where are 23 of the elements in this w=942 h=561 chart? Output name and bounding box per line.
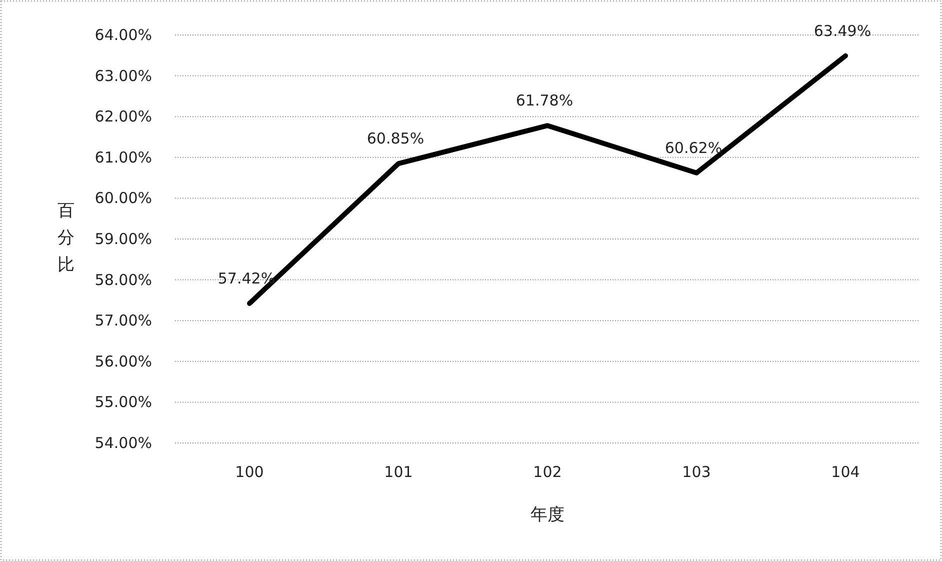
y-tick-label: 62.00% xyxy=(94,108,152,126)
y-tick-label: 56.00% xyxy=(94,352,152,370)
y-tick-label: 63.00% xyxy=(94,66,152,85)
x-tick-label: 104 xyxy=(831,463,860,481)
data-label: 57.42% xyxy=(218,269,276,288)
x-tick-label: 100 xyxy=(235,463,264,481)
y-tick-label: 55.00% xyxy=(94,393,152,412)
y-axis-title: 百分比 xyxy=(58,201,74,275)
x-tick-label: 103 xyxy=(682,463,711,481)
data-label: 60.85% xyxy=(366,130,424,148)
y-tick-label: 64.00% xyxy=(94,26,152,44)
data-label: 60.62% xyxy=(664,138,722,157)
x-tick-label: 102 xyxy=(533,463,562,481)
data-label: 63.49% xyxy=(814,22,872,40)
x-tick-label: 101 xyxy=(384,463,413,481)
y-tick-label: 60.00% xyxy=(94,189,152,208)
data-label: 61.78% xyxy=(516,92,574,110)
y-tick-label: 59.00% xyxy=(94,230,152,248)
y-tick-label: 61.00% xyxy=(94,148,152,166)
y-tick-label: 54.00% xyxy=(94,434,152,452)
y-tick-label: 58.00% xyxy=(94,270,152,289)
x-axis-title: 年度 xyxy=(530,505,564,525)
y-tick-label: 57.00% xyxy=(94,312,152,330)
